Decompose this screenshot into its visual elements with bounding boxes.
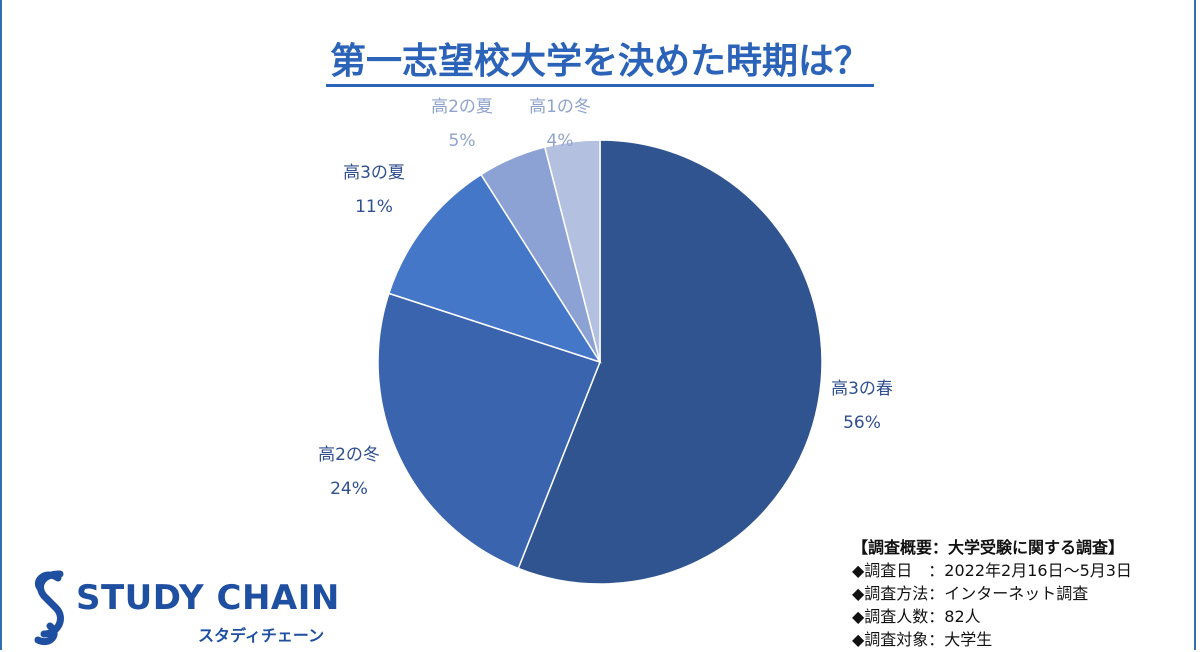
- pie-slice-0: [517, 139, 823, 585]
- slice-value-label-4: 4%: [547, 131, 574, 151]
- chart-title-text: 第一志望校大学を決めた時期は？: [325, 41, 874, 87]
- chain-icon: [34, 570, 64, 645]
- pie-slices: [377, 139, 823, 585]
- survey-summary: 【調査概要：大学受験に関する調査】 ◆調査日 ：2022年2月16日～5月3日 …: [852, 536, 1192, 651]
- slice-value-label-0: 56%: [843, 413, 881, 433]
- logo-subtitle: スタディチェーン: [198, 626, 325, 645]
- slice-value-label-1: 24%: [330, 479, 368, 499]
- survey-line-method: ◆調査方法：インターネット調査: [852, 584, 1089, 603]
- survey-line-target: ◆調査対象：大学生: [852, 630, 993, 649]
- slice-label-4: 高1の冬: [529, 97, 591, 117]
- logo-name: STUDY CHAIN: [76, 578, 340, 618]
- study-chain-logo: STUDY CHAIN スタディチェーン: [30, 568, 370, 648]
- survey-line-count: ◆調査人数：82人: [852, 607, 981, 626]
- survey-line-date: ◆調査日 ：2022年2月16日～5月3日: [852, 561, 1132, 580]
- slice-label-0: 高3の春: [831, 379, 893, 399]
- slice-label-1: 高2の冬: [318, 445, 380, 465]
- survey-heading: 【調査概要：大学受験に関する調査】: [852, 538, 1125, 557]
- pie-slice-1: [377, 292, 601, 570]
- slice-label-2: 高3の夏: [343, 163, 405, 183]
- pie-slice-4: [543, 139, 601, 363]
- slice-label-3: 高2の夏: [431, 97, 493, 117]
- pie-labels: 高3の春 56% 高2の冬 24% 高3の夏 11% 高2の夏 5% 高1の冬 4%: [318, 97, 893, 499]
- chart-title: 第一志望校大学を決めた時期は？: [0, 38, 1200, 87]
- slice-value-label-2: 11%: [355, 197, 393, 217]
- slice-value-label-3: 5%: [449, 131, 476, 151]
- pie-slice-2: [387, 173, 602, 364]
